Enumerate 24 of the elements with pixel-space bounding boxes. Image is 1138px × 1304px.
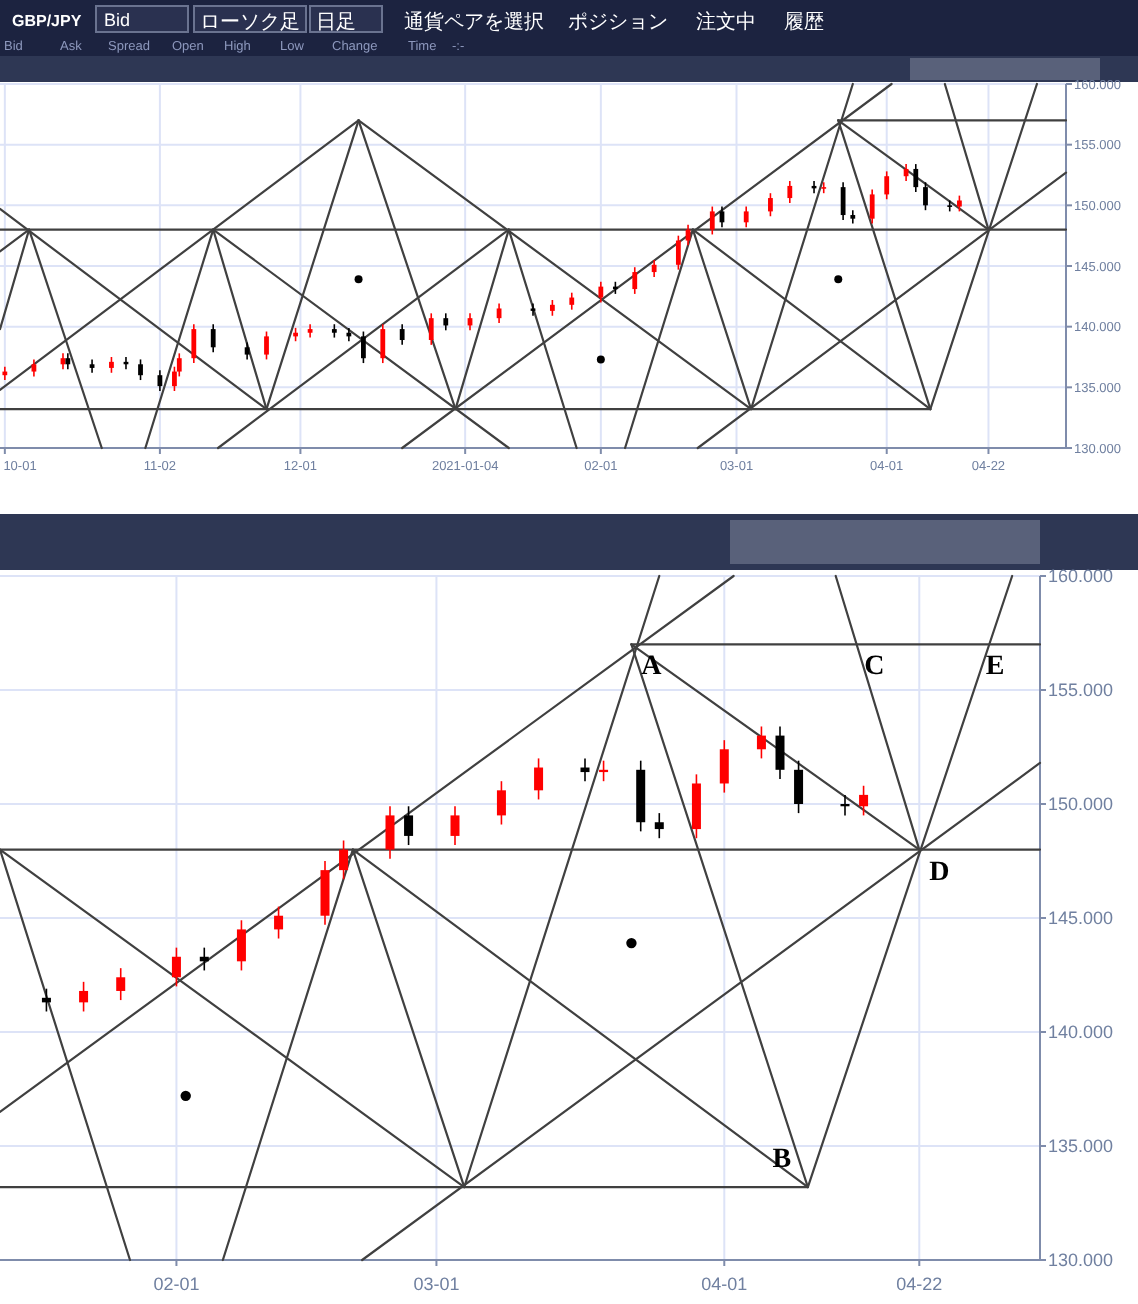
- text: 日足: [316, 12, 356, 34]
- text: ポジション: [568, 12, 668, 34]
- text: GBP/JPY: [12, 12, 83, 30]
- y-tick-label: 155.000: [1048, 680, 1114, 701]
- y-tick-label: 160.000: [1048, 566, 1114, 587]
- text: 通貨ペアを選択: [404, 10, 544, 34]
- y-tick-label: 140.000: [1048, 1022, 1114, 1043]
- x-tick-label: 04-22: [896, 1274, 943, 1294]
- y-tick-label: 150.000: [1048, 794, 1114, 815]
- annotation: B: [772, 1145, 792, 1176]
- text: 注文中: [696, 10, 756, 34]
- y-tick-label: 145.000: [1048, 908, 1114, 929]
- text: Bid: [104, 10, 131, 30]
- y-tick-label: 135.000: [1048, 1136, 1114, 1157]
- annotation: C: [864, 652, 885, 683]
- y-tick-label: 130.000: [1048, 1250, 1114, 1271]
- text: ローソク足: [200, 12, 300, 34]
- annotation: A: [641, 652, 664, 683]
- x-tick-label: 02-01: [153, 1274, 200, 1294]
- annotation: E: [985, 652, 1005, 683]
- annotation: D: [929, 857, 950, 888]
- text: 履歴: [784, 12, 824, 34]
- x-tick-label: 04-01: [701, 1274, 748, 1294]
- x-tick-label: 03-01: [413, 1274, 460, 1294]
